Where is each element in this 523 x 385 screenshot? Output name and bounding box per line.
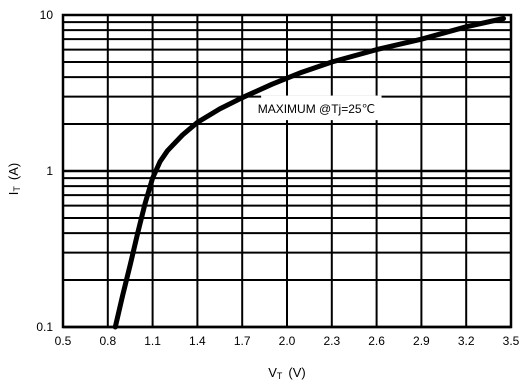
- x-tick-label: 1.4: [189, 334, 206, 348]
- x-axis-label-unit: (V): [288, 365, 305, 380]
- annotation-background: [261, 95, 382, 121]
- x-tick-label: 2.3: [323, 334, 340, 348]
- x-axis-label-main: V: [268, 365, 277, 380]
- x-tick-label: 0.8: [99, 334, 116, 348]
- x-tick-label: 1.7: [234, 334, 251, 348]
- x-tick-label: 3.5: [503, 334, 520, 348]
- x-tick-label: 2.0: [279, 334, 296, 348]
- grid: [62, 15, 512, 329]
- y-axis-label-main: I: [6, 192, 21, 196]
- x-axis-label: VT (V): [268, 365, 306, 381]
- x-tick-label: 1.1: [144, 334, 161, 348]
- annotation: MAXIMUM @Tj=25℃: [258, 95, 382, 121]
- x-axis-label-sub: T: [277, 371, 283, 381]
- y-tick-label: 10: [40, 8, 54, 22]
- y-tick-labels: 0.1 1 10: [36, 8, 53, 334]
- x-tick-label: 3.2: [458, 334, 475, 348]
- x-tick-label: 0.5: [55, 334, 72, 348]
- y-tick-label: 0.1: [36, 320, 53, 334]
- annotation-text: MAXIMUM @Tj=25℃: [258, 102, 375, 116]
- y-tick-label: 1: [46, 164, 53, 178]
- y-axis-label: IT (A): [6, 163, 22, 195]
- x-tick-label: 2.6: [368, 334, 385, 348]
- x-tick-labels: 0.5 0.8 1.1 1.4 1.7 2.0 2.3 2.6 2.9 3.2 3.5: [55, 334, 520, 348]
- series-line: [112, 16, 506, 330]
- y-axis-label-unit: (A): [6, 163, 21, 180]
- curve-layer: [112, 16, 506, 330]
- plot-frame: [61, 13, 513, 329]
- y-axis-label-sub: T: [12, 186, 22, 192]
- x-tick-label: 2.9: [413, 334, 430, 348]
